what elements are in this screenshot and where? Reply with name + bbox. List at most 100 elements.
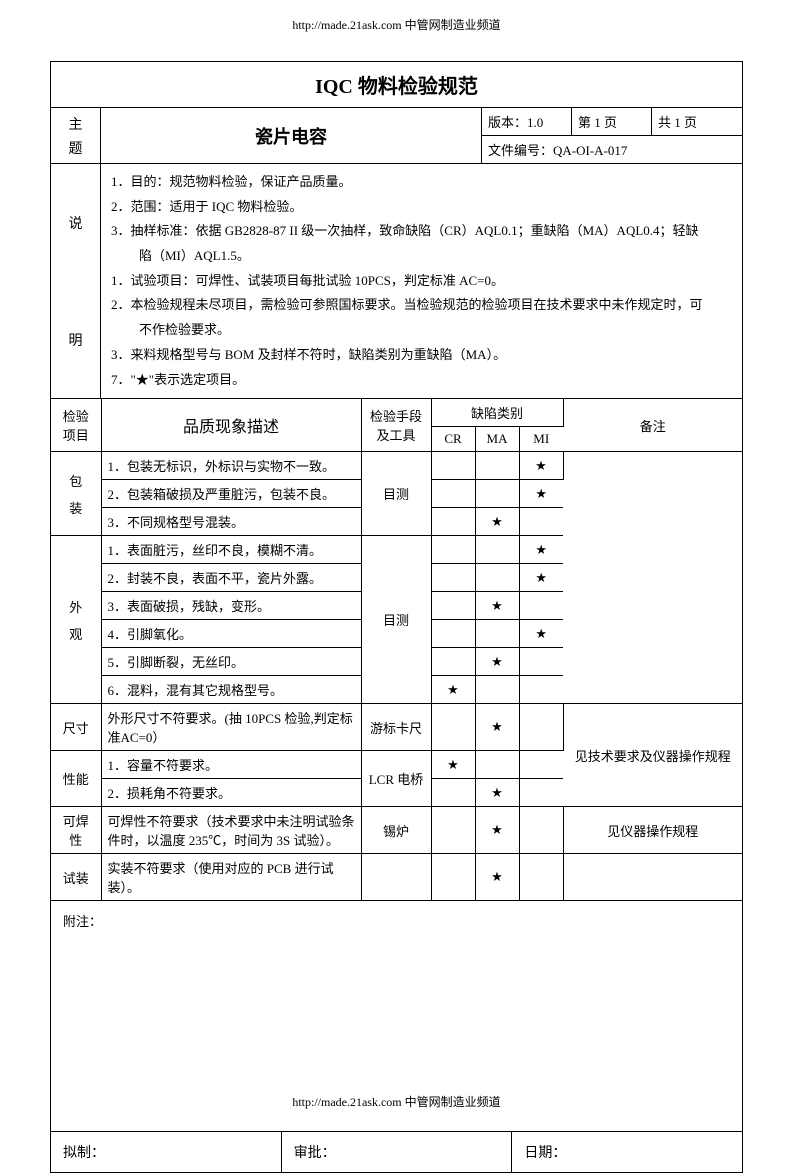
cell-method: 目测 [361,536,431,704]
th-item: 检验项目 [51,399,101,452]
cell-mi [519,807,563,854]
page-cell: 第 1 页 [572,108,652,135]
th-cr: CR [431,427,475,452]
cell-mi [519,648,563,676]
signature-date: 日期： [512,1132,742,1172]
cell-ma: ★ [475,807,519,854]
desc-line: 1．目的：规范物料检验，保证产品质量。 [111,170,732,195]
item-solderability: 可焊性 [51,807,101,854]
th-ma: MA [475,427,519,452]
desc-line: 不作检验要求。 [111,318,732,343]
cell-desc: 3．不同规格型号混装。 [101,508,361,536]
cell-desc: 1．包装无标识，外标识与实物不一致。 [101,452,361,480]
cell-remark [563,854,742,901]
table-row: 试装 实装不符要求（使用对应的 PCB 进行试装）。 ★ [51,854,742,901]
cell-remark-merged: 见技术要求及仪器操作规程 [563,704,742,807]
item-trial-fit: 试装 [51,854,101,901]
cell-method [361,854,431,901]
subject-content: 瓷片电容 [101,108,482,163]
cell-ma [475,751,519,779]
cell-ma: ★ [475,704,519,751]
cell-mi: ★ [519,452,563,480]
cell-desc: 1．表面脏污，丝印不良，模糊不清。 [101,536,361,564]
cell-ma [475,536,519,564]
item-performance: 性能 [51,751,101,807]
description-content: 1．目的：规范物料检验，保证产品质量。 2．范围：适用于 IQC 物料检验。 3… [101,164,742,398]
desc-line: 2．本检验规程未尽项目，需检验可参照国标要求。当检验规范的检验项目在技术要求中未… [111,293,732,318]
cell-ma [475,564,519,592]
subject-label: 主 题 [51,108,101,163]
cell-cr: ★ [431,751,475,779]
cell-desc: 实装不符要求（使用对应的 PCB 进行试装）。 [101,854,361,901]
cell-cr [431,648,475,676]
cell-desc: 2．封装不良，表面不平，瓷片外露。 [101,564,361,592]
cell-cr [431,564,475,592]
th-defect-group: 缺陷类别 [431,399,563,427]
table-row: 包 装 1．包装无标识，外标识与实物不一致。 目测 ★ [51,452,742,480]
cell-cr [431,508,475,536]
cell-mi [519,592,563,620]
cell-desc: 外形尺寸不符要求。(抽 10PCS 检验,判定标准AC=0） [101,704,361,751]
cell-ma [475,480,519,508]
signature-row: 拟制： 审批： 日期： [51,1131,742,1172]
footer-url: http://made.21ask.com 中管网制造业频道 [0,1093,793,1110]
th-desc: 品质现象描述 [101,399,361,452]
cell-cr: ★ [431,676,475,704]
cell-mi [519,508,563,536]
description-label: 说 明 [51,164,101,398]
cell-mi [519,676,563,704]
document-container: IQC 物料检验规范 主 题 瓷片电容 版本：1.0 第 1 页 共 1 页 文… [50,61,743,1173]
cell-cr [431,854,475,901]
cell-ma: ★ [475,779,519,807]
cell-remark-empty [563,452,742,704]
cell-cr [431,480,475,508]
cell-method: 游标卡尺 [361,704,431,751]
subject-label-2: 题 [69,136,83,160]
cell-mi [519,751,563,779]
desc-line: 2．范围：适用于 IQC 物料检验。 [111,195,732,220]
cell-cr [431,779,475,807]
cell-remark: 见仪器操作规程 [563,807,742,854]
cell-method: LCR 电桥 [361,751,431,807]
signature-approved: 审批： [282,1132,513,1172]
group-label-packaging: 包 装 [51,452,101,536]
desc-line: 陷（MI）AQL1.5。 [111,244,732,269]
cell-cr [431,536,475,564]
desc-line: 7．"★"表示选定项目。 [111,368,732,393]
cell-mi: ★ [519,564,563,592]
inspection-table: 检验项目 品质现象描述 检验手段及工具 缺陷类别 备注 CR MA MI 包 装… [51,399,742,901]
cell-ma [475,676,519,704]
cell-method: 锡炉 [361,807,431,854]
document-title: IQC 物料检验规范 [51,62,742,108]
subject-row: 主 题 瓷片电容 版本：1.0 第 1 页 共 1 页 文件编号：QA-OI-A… [51,108,742,164]
subject-label-1: 主 [69,112,83,136]
cell-mi: ★ [519,480,563,508]
doc-no-cell: 文件编号：QA-OI-A-017 [482,136,742,163]
th-mi: MI [519,427,563,452]
cell-ma [475,452,519,480]
cell-mi [519,704,563,751]
signature-drafted: 拟制： [51,1132,282,1172]
cell-desc: 可焊性不符要求（技术要求中未注明试验条件时，以温度 235℃，时间为 3S 试验… [101,807,361,854]
cell-cr [431,620,475,648]
total-pages-cell: 共 1 页 [652,108,742,135]
desc-line: 3．抽样标准：依据 GB2828-87 II 级一次抽样，致命缺陷（CR）AQL… [111,219,732,244]
cell-desc: 2．包装箱破损及严重脏污，包装不良。 [101,480,361,508]
cell-mi [519,854,563,901]
header-url: http://made.21ask.com 中管网制造业频道 [0,0,793,41]
cell-ma: ★ [475,854,519,901]
th-method: 检验手段及工具 [361,399,431,452]
cell-mi: ★ [519,620,563,648]
cell-desc: 4．引脚氧化。 [101,620,361,648]
cell-desc: 3．表面破损，残缺，变形。 [101,592,361,620]
cell-ma [475,620,519,648]
group-label-appearance: 外 观 [51,536,101,704]
cell-desc: 6．混料，混有其它规格型号。 [101,676,361,704]
description-row: 说 明 1．目的：规范物料检验，保证产品质量。 2．范围：适用于 IQC 物料检… [51,164,742,399]
th-remark: 备注 [563,399,742,452]
cell-cr [431,592,475,620]
cell-mi [519,779,563,807]
desc-label-1: 说 [69,213,83,233]
cell-method: 目测 [361,452,431,536]
table-row: 可焊性 可焊性不符要求（技术要求中未注明试验条件时，以温度 235℃，时间为 3… [51,807,742,854]
